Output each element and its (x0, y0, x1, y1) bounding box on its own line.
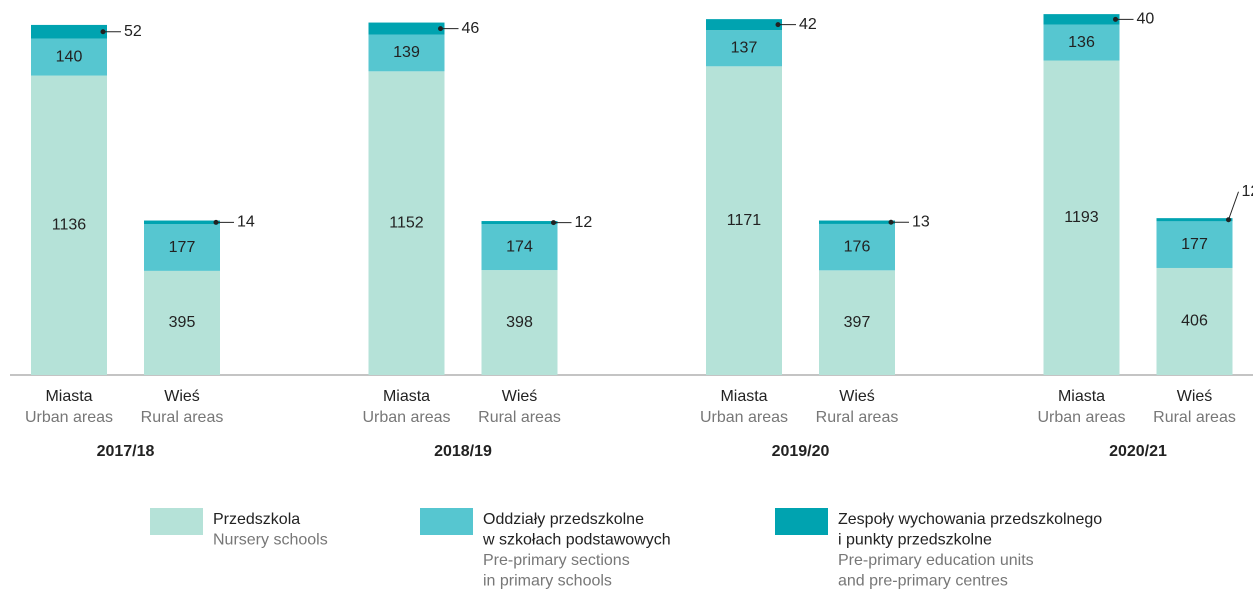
x-tick-sublabel: Rural areas (1153, 409, 1236, 426)
bar-segment (1043, 24, 1120, 61)
x-tick-label: Miasta (720, 388, 767, 405)
data-label: 174 (506, 238, 533, 255)
group-label: 2018/19 (434, 443, 492, 460)
bar-segment (144, 220, 220, 225)
bar-segment (481, 221, 558, 225)
bar-segment (368, 22, 445, 35)
data-label: 139 (393, 44, 420, 61)
bar-segment (481, 224, 558, 271)
x-tick-sublabel: Urban areas (362, 409, 450, 426)
legend-sublabel: in primary schools (483, 573, 612, 590)
x-tick-sublabel: Urban areas (25, 409, 113, 426)
data-label: 397 (844, 314, 871, 331)
bar-segment (1156, 267, 1233, 375)
bar-segment (819, 270, 895, 375)
bar-segment (144, 224, 220, 271)
group-label: 2019/20 (772, 443, 830, 460)
data-label: 1136 (52, 216, 87, 233)
data-label: 13 (912, 213, 930, 230)
bar-segment (706, 30, 782, 67)
legend-label: w szkołach podstawowych (482, 532, 671, 549)
data-label: 177 (1181, 236, 1208, 253)
x-tick-sublabel: Rural areas (478, 409, 561, 426)
bar-segment (819, 220, 895, 224)
legend-sublabel: and pre-primary centres (838, 573, 1008, 590)
bar-segment (144, 270, 220, 375)
data-label: 12 (1242, 183, 1253, 200)
legend-swatch (420, 508, 473, 535)
bar-segment (368, 71, 445, 376)
bar-segment (1156, 218, 1233, 222)
data-label: 177 (169, 239, 196, 256)
bar-segment (31, 38, 107, 76)
legend-swatch (775, 508, 828, 535)
x-tick-label: Wieś (164, 388, 200, 405)
legend-swatch (150, 508, 203, 535)
bar-segment (706, 19, 782, 31)
legend-label: Przedszkola (213, 511, 300, 528)
data-label: 1152 (389, 214, 424, 231)
bar-segment (31, 24, 107, 39)
data-label: 52 (124, 23, 142, 40)
data-label: 40 (1137, 11, 1155, 28)
x-tick-sublabel: Urban areas (700, 409, 788, 426)
bar-segment (819, 223, 895, 271)
legend-sublabel: Pre-primary education units (838, 552, 1034, 569)
data-label: 140 (56, 48, 83, 65)
data-label: 398 (506, 314, 533, 331)
data-label: 14 (237, 214, 255, 231)
data-label: 1171 (727, 212, 762, 229)
legend-sublabel: Nursery schools (213, 532, 328, 549)
legend-label: Oddziały przedszkolne (483, 511, 644, 528)
data-label: 42 (799, 16, 817, 33)
x-tick-label: Wieś (502, 388, 538, 405)
x-tick-label: Wieś (839, 388, 875, 405)
bar-segment (1043, 14, 1120, 25)
leader-line (1228, 191, 1239, 220)
x-tick-label: Miasta (45, 388, 92, 405)
data-label: 137 (731, 39, 758, 56)
data-label: 12 (575, 214, 593, 231)
x-tick-sublabel: Rural areas (816, 409, 899, 426)
legend-label: i punkty przedszkolne (838, 532, 992, 549)
data-label: 176 (844, 238, 871, 255)
bar-segment (31, 75, 107, 375)
group-label: 2017/18 (97, 443, 155, 460)
bar-segment (1156, 221, 1233, 268)
bar-segment (706, 66, 782, 375)
data-label: 136 (1068, 34, 1095, 51)
bar-segment (1043, 60, 1120, 375)
x-tick-label: Wieś (1177, 388, 1213, 405)
x-tick-sublabel: Urban areas (1037, 409, 1125, 426)
x-tick-label: Miasta (1058, 388, 1105, 405)
data-label: 1193 (1064, 209, 1099, 226)
x-tick-label: Miasta (383, 388, 430, 405)
data-label: 406 (1181, 313, 1208, 330)
x-tick-sublabel: Rural areas (141, 409, 224, 426)
legend-label: Zespoły wychowania przedszkolnego (838, 511, 1102, 528)
bar-segment (368, 34, 445, 72)
bar-segment (481, 270, 558, 375)
legend-sublabel: Pre-primary sections (483, 552, 630, 569)
data-label: 46 (462, 20, 480, 37)
data-label: 395 (169, 314, 196, 331)
group-label: 2020/21 (1109, 443, 1167, 460)
